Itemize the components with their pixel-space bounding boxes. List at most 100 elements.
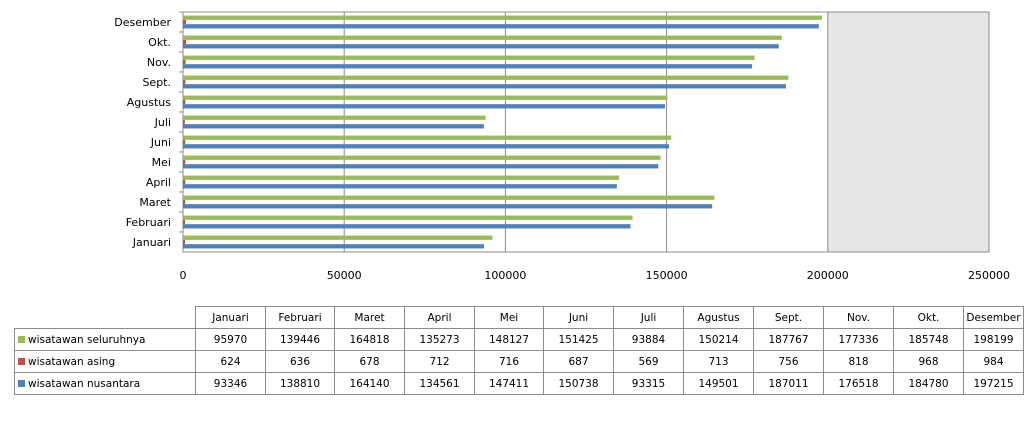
bar-total — [183, 175, 620, 180]
category-label: Juni — [150, 136, 171, 149]
table-cell: 184780 — [893, 372, 964, 395]
bar-total — [183, 235, 493, 240]
bar-nusantara — [183, 144, 669, 149]
category-label: Juli — [154, 116, 171, 129]
table-cell: 712 — [404, 350, 475, 373]
bar-nusantara — [183, 44, 779, 49]
table-cell: 187767 — [753, 328, 824, 351]
bar-asing — [183, 39, 187, 45]
table-cell: 185748 — [893, 328, 964, 351]
table-cell: 818 — [823, 350, 894, 373]
table-column-header: Juni — [543, 306, 614, 329]
bar-asing — [183, 59, 186, 65]
table-column-header: Mei — [474, 306, 544, 329]
table-cell: 150738 — [543, 372, 614, 395]
bar-nusantara — [183, 244, 484, 249]
legend-label: wisatawan seluruhnya — [28, 333, 146, 346]
bar-nusantara — [183, 224, 631, 229]
table-cell: 177336 — [823, 328, 894, 351]
table-cell: 134561 — [404, 372, 475, 395]
plot-area — [182, 11, 990, 253]
table-cell: 176518 — [823, 372, 894, 395]
table-column-header: Okt. — [893, 306, 964, 329]
bar-total — [183, 135, 672, 140]
legend-entry: wisatawan asing — [14, 350, 196, 373]
bar-nusantara — [183, 84, 786, 89]
table-cell: 135273 — [404, 328, 475, 351]
category-labels: Januari Februari Maret April Mei Juni Juli Agus… — [114, 11, 183, 249]
table-cell: 93315 — [613, 372, 684, 395]
table-column-header: Agustus — [683, 306, 754, 329]
table-cell: 164818 — [334, 328, 405, 351]
x-tick-label: 150000 — [646, 269, 688, 282]
bar-nusantara — [183, 104, 665, 109]
table-cell: 968 — [893, 350, 964, 373]
x-tick-label: 250000 — [968, 269, 1010, 282]
category-label: Okt. — [148, 36, 171, 49]
bar-asing — [183, 79, 186, 85]
category-label: Maret — [139, 196, 171, 209]
table-cell: 687 — [543, 350, 614, 373]
plot-shaded-region — [827, 12, 989, 252]
category-label: April — [146, 176, 171, 189]
table-column-header: April — [404, 306, 475, 329]
legend-swatch — [18, 380, 25, 387]
table-cell: 624 — [195, 350, 266, 373]
table-column-header: Juli — [613, 306, 684, 329]
table-cell: 197215 — [963, 372, 1024, 395]
table-cell: 147411 — [474, 372, 544, 395]
bar-total — [183, 95, 668, 100]
category-label: Nov. — [147, 56, 171, 69]
legend-entry: wisatawan nusantara — [14, 372, 196, 395]
table-cell: 151425 — [543, 328, 614, 351]
bar-nusantara — [183, 24, 819, 29]
bar-asing — [183, 99, 186, 105]
bar-asing — [183, 19, 187, 25]
bar-asing — [183, 179, 186, 185]
legend-swatch — [18, 358, 25, 365]
bar-asing — [183, 199, 186, 205]
legend-entry: wisatawan seluruhnya — [14, 328, 196, 351]
bar-total — [183, 155, 661, 160]
table-cell: 756 — [753, 350, 824, 373]
table-column-header: Maret — [334, 306, 405, 329]
table-column-header: Februari — [265, 306, 335, 329]
bar-total — [183, 35, 782, 40]
x-tick-label: 200000 — [807, 269, 849, 282]
bar-asing — [183, 219, 186, 225]
bar-total — [183, 55, 755, 60]
table-cell: 678 — [334, 350, 405, 373]
category-label: Desember — [114, 16, 171, 29]
table-cell: 164140 — [334, 372, 405, 395]
x-tick-label: 50000 — [327, 269, 362, 282]
bar-total — [183, 195, 715, 200]
category-label: Februari — [126, 216, 171, 229]
bars — [183, 15, 822, 249]
bar-asing — [183, 119, 185, 125]
table-column-header: Januari — [195, 306, 266, 329]
data-table: Januari Februari Maret April Mei Juni Juli Agus… — [14, 306, 1024, 395]
category-label: Agustus — [127, 96, 171, 109]
table-column-header: Desember — [963, 306, 1024, 329]
bar-nusantara — [183, 204, 713, 209]
x-tick-label: 100000 — [484, 269, 526, 282]
table-cell: 149501 — [683, 372, 754, 395]
bar-total — [183, 215, 633, 220]
table-cell: 93346 — [195, 372, 266, 395]
bar-total — [183, 115, 486, 120]
bar-nusantara — [183, 64, 753, 69]
table-column-header: Nov. — [823, 306, 894, 329]
table-row: wisatawan nusantara 93346 138810 164140 1345… — [14, 372, 1024, 395]
category-label: Sept. — [142, 76, 171, 89]
x-tick-labels: 0 50000 100000 150000 200000 250000 — [180, 269, 1011, 282]
table-cell: 138810 — [265, 372, 335, 395]
table-cell: 187011 — [753, 372, 824, 395]
table-corner — [14, 306, 196, 329]
x-tick-label: 0 — [180, 269, 187, 282]
table-cell: 713 — [683, 350, 754, 373]
bar-nusantara — [183, 184, 617, 189]
table-cell: 148127 — [474, 328, 544, 351]
gridlines — [343, 12, 829, 252]
table-cell: 716 — [474, 350, 544, 373]
table-cell: 93884 — [613, 328, 684, 351]
